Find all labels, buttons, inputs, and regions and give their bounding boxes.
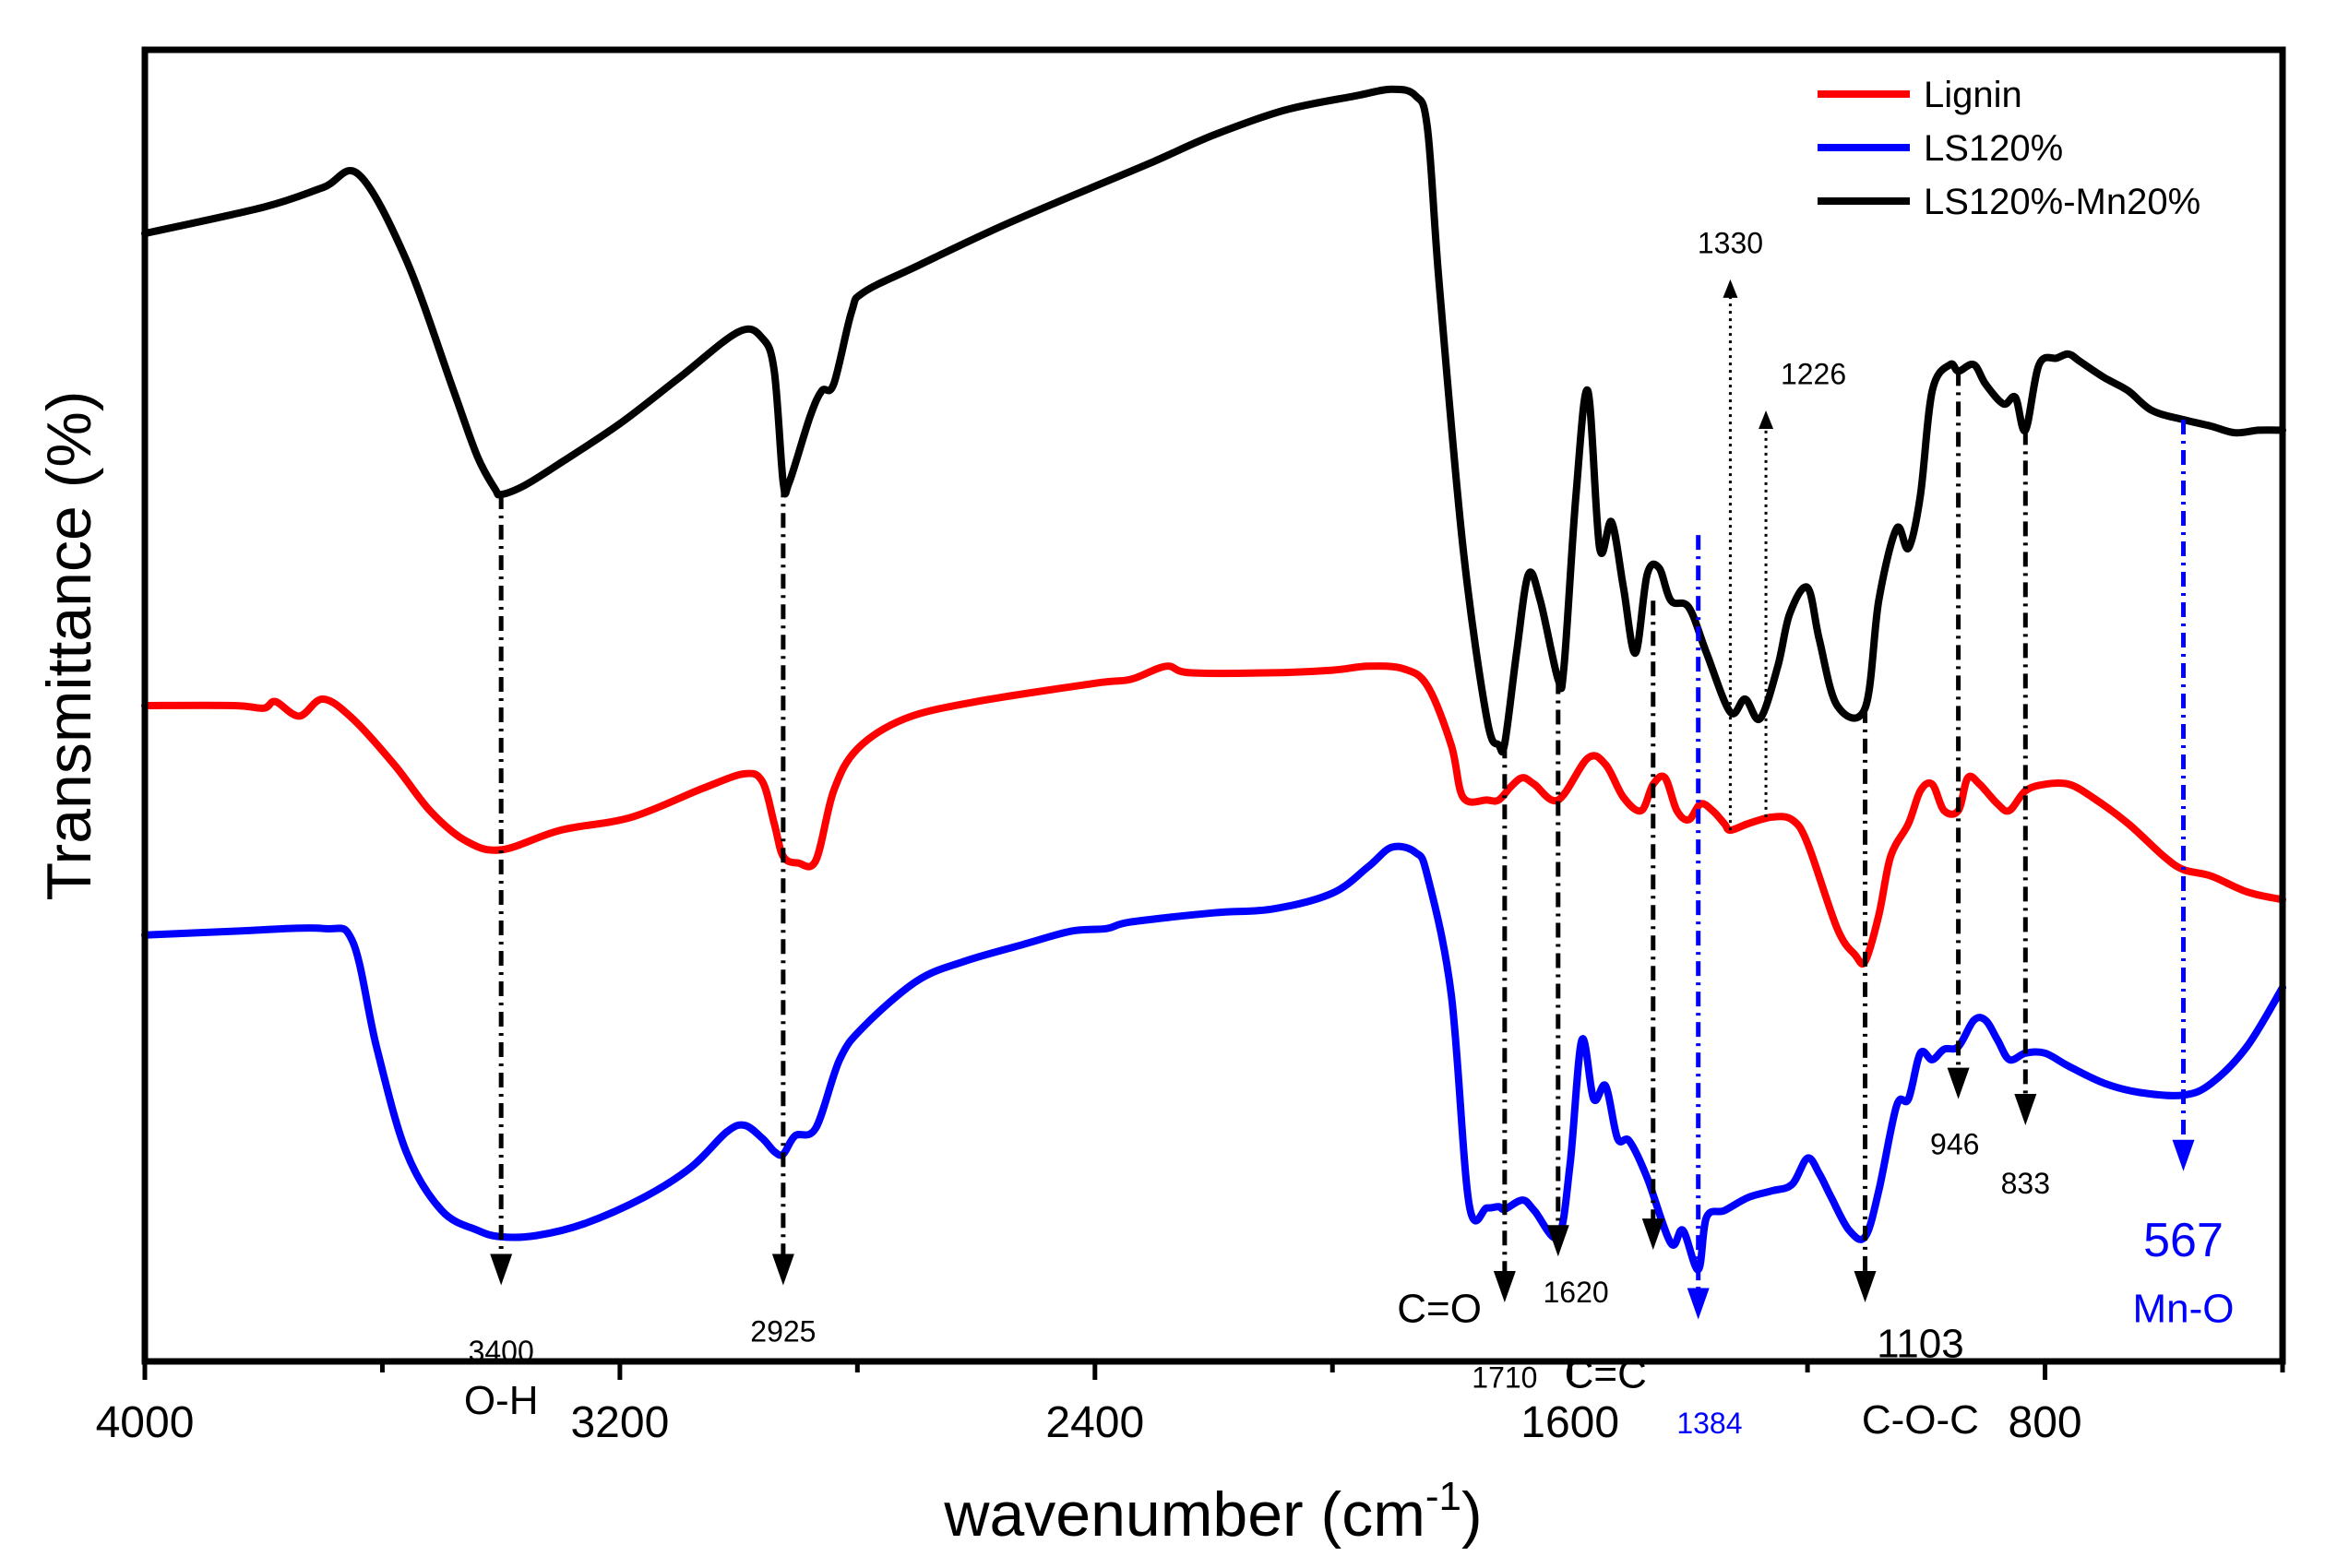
plot-frame (141, 46, 2286, 1365)
x-axis-title: wavenumber (cm-1) (943, 1474, 1482, 1550)
annotation-833: 833 (2001, 1167, 2050, 1200)
series-line-ls120 (141, 842, 2286, 1274)
legend-label-lignin: Lignin (1924, 75, 2022, 115)
x-tick-label-2400: 2400 (1045, 1398, 1144, 1447)
x-tick-label-3200: 3200 (570, 1398, 669, 1447)
x-tick-label-1600: 1600 (1520, 1398, 1619, 1447)
annotation-mn-o: Mn-O (2133, 1286, 2235, 1331)
x-axis-ticks: 4000 3200 2400 1600 800 (96, 1361, 2285, 1447)
peak-annotations-group: 3400O-H2925C=O17101620C=C13841103C-O-C13… (464, 226, 2235, 1443)
legend-label-ls120-mn20: LS120%-Mn20% (1924, 182, 2200, 222)
y-axis-title: Transmittance (%) (34, 391, 104, 901)
annotation-2925: 2925 (750, 1315, 816, 1348)
annotation-1620: 1620 (1544, 1276, 1609, 1309)
peak-arrowhead-2925 (771, 1253, 794, 1286)
x-axis-title-suffix: ) (1461, 1479, 1483, 1550)
peak-arrowhead-1620 (1546, 1225, 1569, 1257)
plot-series-group (141, 85, 2286, 1274)
x-tick-label-4000: 4000 (96, 1398, 195, 1447)
peak-arrowhead-946 (1947, 1067, 1970, 1099)
peak-arrowhead-833 (2014, 1094, 2037, 1126)
annotation-o-h: O-H (464, 1378, 539, 1423)
annotation-1226: 1226 (1781, 358, 1846, 391)
peak-arrowhead-1270 (1759, 410, 1774, 430)
annotation-567: 567 (2143, 1214, 2224, 1267)
annotation-1330: 1330 (1698, 226, 1763, 259)
peak-arrowhead-1103 (1854, 1271, 1877, 1303)
legend: Lignin LS120% LS120%-Mn20% (1818, 75, 2200, 222)
series-line-mn (141, 85, 2286, 756)
x-tick-label-800: 800 (2009, 1398, 2082, 1447)
annotation-946: 946 (1930, 1127, 1979, 1160)
peak-arrowhead-1710 (1493, 1271, 1516, 1303)
peak-arrowhead-1330 (1723, 279, 1738, 298)
legend-label-ls120: LS120% (1924, 128, 2063, 169)
series-line-lignin (141, 662, 2286, 968)
peak-markers-group (490, 279, 2195, 1320)
annotation-c-o-c: C-O-C (1862, 1397, 1979, 1443)
annotation-1710: 1710 (1472, 1360, 1537, 1394)
x-axis-title-main: wavenumber (cm (943, 1479, 1425, 1550)
x-axis-title-superscript: -1 (1425, 1474, 1461, 1519)
peak-arrowhead-3400 (490, 1253, 513, 1286)
peak-arrowhead-1460 (1641, 1218, 1664, 1251)
annotation-1384: 1384 (1676, 1407, 1742, 1440)
annotation-c-o: C=O (1397, 1286, 1482, 1331)
peak-arrowhead-1384 (1687, 1288, 1710, 1320)
peak-arrowhead-567 (2172, 1139, 2195, 1171)
